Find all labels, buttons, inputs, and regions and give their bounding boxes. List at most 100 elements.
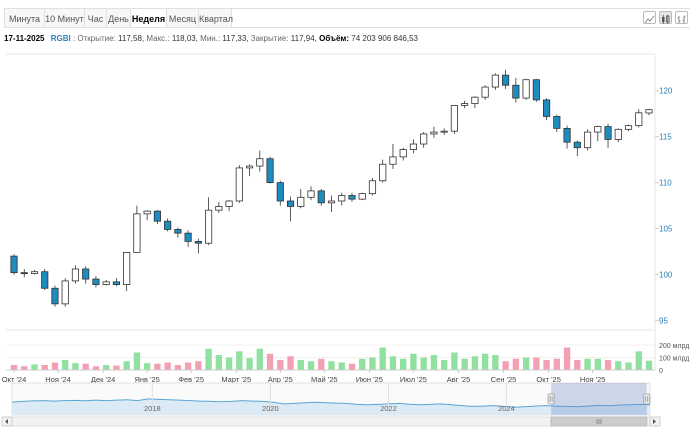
volume-bar xyxy=(10,365,18,370)
volume-bar xyxy=(287,356,294,370)
volume-bar xyxy=(225,357,233,370)
volume-bar xyxy=(369,357,376,370)
candle-body xyxy=(461,103,469,106)
y-tick-label: 110 xyxy=(659,179,672,188)
volume-bar xyxy=(82,363,89,370)
volume-bar xyxy=(471,356,479,370)
candlestick-chart-icon[interactable] xyxy=(659,11,672,24)
x-tick-label: Июн '25 xyxy=(356,375,383,384)
x-tick-label: Апр '25 xyxy=(268,375,293,384)
volume-bar xyxy=(379,347,386,370)
tab-quarter[interactable]: Квартал xyxy=(198,8,233,28)
candle-body xyxy=(379,163,387,182)
candle-body xyxy=(471,96,479,105)
candle-body xyxy=(143,210,151,215)
navigator-year-label: 2024 xyxy=(498,404,515,413)
tab-10-minutes[interactable]: 10 Минут xyxy=(44,8,84,28)
volume-bar xyxy=(492,355,499,370)
candle-body xyxy=(153,210,161,222)
info-date: 17-11-2025 xyxy=(4,34,45,43)
volume-bar xyxy=(21,366,28,370)
volume-bar xyxy=(563,347,571,370)
candle-body xyxy=(450,105,458,132)
volume-bar xyxy=(502,361,509,370)
x-tick-label: Окт '25 xyxy=(536,375,561,384)
info-ticker: RGBI xyxy=(50,34,71,43)
x-tick-label: Ноя '25 xyxy=(580,375,606,384)
candle-body xyxy=(297,196,305,207)
candle-body xyxy=(645,109,653,114)
volume-bar xyxy=(512,358,520,370)
volume-bar xyxy=(461,358,468,370)
volume-bar xyxy=(154,363,161,370)
volume-bar xyxy=(543,360,550,370)
candle-body xyxy=(358,193,366,200)
volume-bar xyxy=(133,352,141,370)
volume-bar xyxy=(635,351,642,370)
volume-bar xyxy=(123,361,130,370)
volume-bar xyxy=(113,365,120,370)
tab-minute[interactable]: Минута xyxy=(4,8,44,28)
volume-bar xyxy=(645,360,653,370)
candle-body xyxy=(389,156,397,165)
candle-body xyxy=(10,255,18,274)
tab-day[interactable]: День xyxy=(106,8,130,28)
candle-body xyxy=(112,281,120,285)
candle-body xyxy=(512,84,520,99)
x-tick-label: Дек '24 xyxy=(91,375,115,384)
area-chart-icon[interactable] xyxy=(643,11,656,24)
candle-body xyxy=(71,268,80,282)
navigator-left-handle[interactable] xyxy=(547,393,555,405)
candle-body xyxy=(276,182,284,202)
volume-bar xyxy=(430,355,438,370)
volume-bar xyxy=(164,362,171,370)
info-volume-label: Объём: xyxy=(319,34,350,43)
navigator-year-label: 2022 xyxy=(380,404,397,413)
volume-bar xyxy=(451,352,458,370)
volume-bar xyxy=(277,360,284,370)
candle-body xyxy=(215,206,223,211)
navigator-right-handle[interactable] xyxy=(643,393,651,405)
x-tick-label: Май '25 xyxy=(311,375,338,384)
navigator-selection[interactable] xyxy=(551,383,647,415)
volume-bar xyxy=(359,358,366,370)
tab-hour[interactable]: Час xyxy=(84,8,106,28)
x-tick-label: Сен '25 xyxy=(491,375,517,384)
info-close: 117,94 xyxy=(290,34,315,43)
candle-body xyxy=(430,131,438,135)
x-tick-label: Янв '25 xyxy=(134,375,159,384)
tab-week[interactable]: Неделя xyxy=(130,8,166,28)
arrow-right-icon xyxy=(653,419,656,424)
info-open: 117,58 xyxy=(118,34,142,43)
volume-bar xyxy=(174,365,182,370)
volume-bar xyxy=(62,360,69,370)
candle-body xyxy=(41,271,49,289)
candle-body xyxy=(82,268,90,280)
y-tick-label: 115 xyxy=(659,133,672,142)
tabs-bar-rest xyxy=(232,8,690,28)
volume-bar xyxy=(615,361,622,370)
volume-bar xyxy=(338,362,345,370)
volume-tick-label: 200 млрд xyxy=(659,343,689,350)
candle-body xyxy=(133,213,141,253)
bar-chart-icon[interactable] xyxy=(675,11,688,24)
candle-body xyxy=(225,200,233,207)
volume-bar xyxy=(205,348,212,370)
candle-body xyxy=(604,126,612,140)
volume-bar xyxy=(31,364,38,370)
volume-bar xyxy=(41,365,48,370)
candle-body xyxy=(563,128,571,143)
candle-body xyxy=(440,130,448,133)
volume-bar xyxy=(574,360,581,370)
volume-bar xyxy=(410,353,417,370)
volume-bar xyxy=(103,365,110,370)
candle-body xyxy=(481,86,489,98)
tab-month[interactable]: Месяц xyxy=(166,8,198,28)
y-tick-label: 120 xyxy=(659,87,673,96)
volume-bar xyxy=(440,360,448,370)
navigator-line xyxy=(11,398,651,408)
candle-body xyxy=(399,149,407,158)
volume-bar xyxy=(522,357,530,370)
candle-body xyxy=(20,272,28,275)
